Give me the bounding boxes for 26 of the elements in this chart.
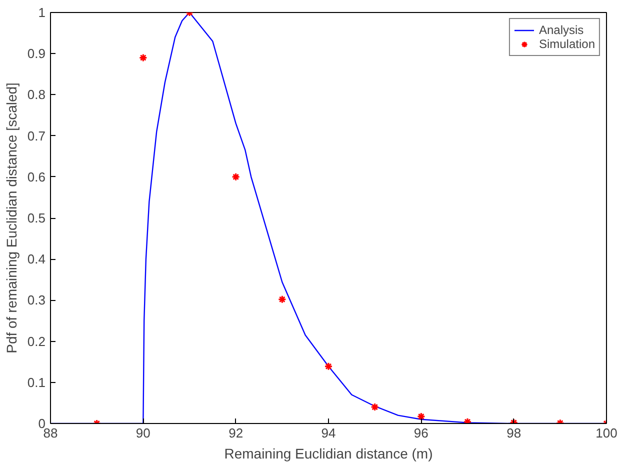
x-tick-label: 98	[506, 426, 522, 440]
point	[324, 362, 333, 371]
y-tick-label: 0.5	[27, 210, 46, 226]
point	[416, 412, 426, 421]
x-tick-label: 94	[321, 426, 336, 440]
y-axis-title: Pdf of remaining Euclidian distance [scaled]	[3, 82, 20, 354]
point	[232, 172, 240, 182]
legend-label: Analysis	[538, 23, 584, 37]
x-tick-label: 90	[136, 426, 150, 440]
y-tick-label: 0.8	[27, 87, 46, 102]
y-tick-label: 0.2	[27, 334, 46, 349]
y-tick-label: 0.6	[27, 169, 46, 184]
point	[278, 295, 286, 304]
x-tick-label: 100	[596, 426, 618, 440]
y-tick-label: 1	[38, 5, 46, 20]
x-tick-label: 92	[228, 426, 244, 440]
x-axis-title: Remaining Euclidian distance (m)	[224, 446, 433, 462]
legend-label: Simulation	[538, 37, 595, 51]
y-tick-label: 0.4	[27, 252, 46, 267]
point	[370, 402, 380, 412]
y-tick-label: 0.9	[27, 46, 46, 62]
y-tick-label: 0.1	[27, 374, 46, 390]
y-tick-label: 0.7	[27, 128, 46, 144]
y-tick-label: 0.3	[27, 292, 46, 308]
point	[138, 53, 148, 62]
x-tick-label: 96	[414, 426, 428, 440]
